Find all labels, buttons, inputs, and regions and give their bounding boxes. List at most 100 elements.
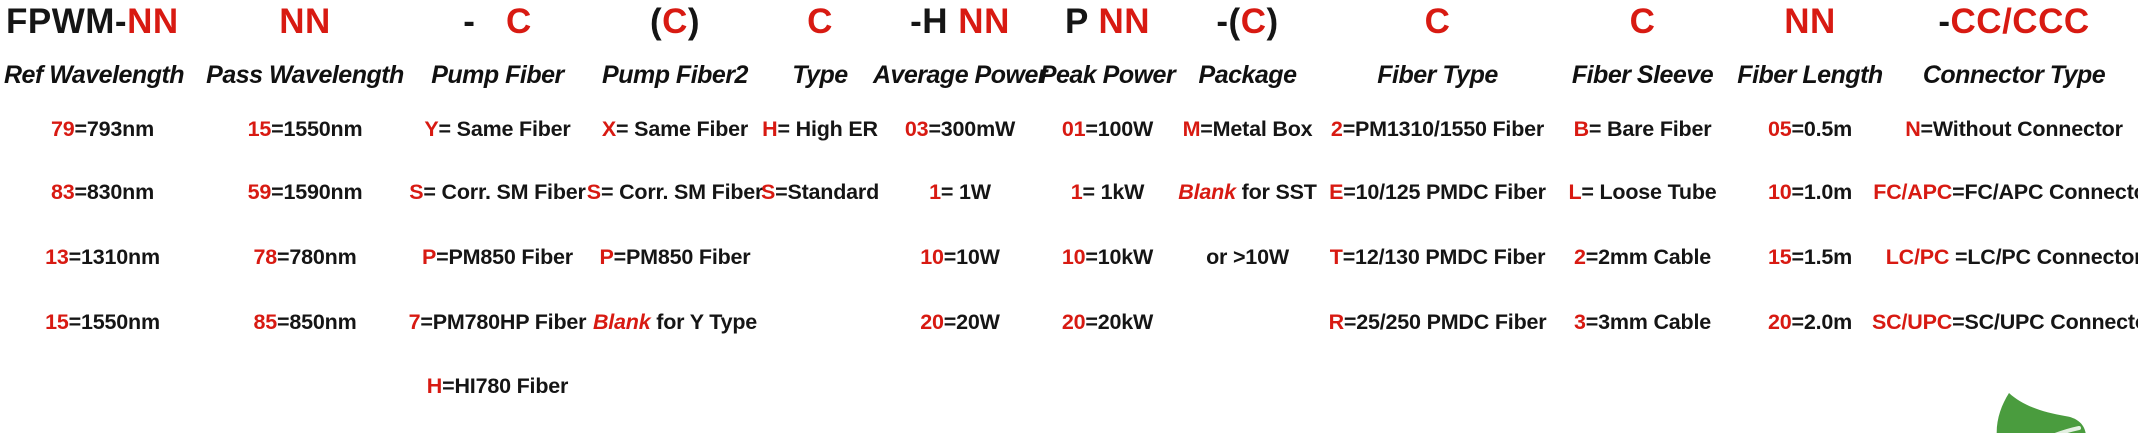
text-token: =PM850 Fiber (436, 245, 573, 269)
value-peak-power-2: 1 = 1kW (1040, 160, 1175, 225)
value-type-1: H = High ER (760, 98, 880, 160)
text-token: = Same Fiber (438, 116, 571, 141)
code-token: 20 (920, 310, 944, 334)
text-token: =2.0m (1791, 310, 1853, 334)
text-token: - (1938, 2, 1951, 41)
value-pump-fiber2-1: X = Same Fiber (590, 98, 760, 160)
value-package-5 (1175, 355, 1320, 417)
code-token: S (409, 180, 424, 204)
code-ref-wavelength: FPWM- NN (0, 0, 205, 52)
text-token: =1310nm (68, 245, 160, 269)
text-token: =3mm Cable (1585, 310, 1712, 334)
code-token: 78 (253, 245, 278, 269)
code-token: 05 (1767, 116, 1792, 141)
value-pump-fiber-4: 7 =PM780HP Fiber (405, 290, 590, 355)
text-token: ) (1266, 2, 1279, 41)
code-token: 59 (247, 180, 272, 204)
text-token: = Bare Fiber (1588, 116, 1712, 141)
text-token: =Without Connector (1920, 116, 2123, 141)
header-pump-fiber2: Pump Fiber2 (602, 60, 748, 89)
text-token: = Loose Tube (1581, 180, 1717, 204)
text-token: =0.5m (1791, 116, 1853, 141)
value-package-3: or >10W (1175, 225, 1320, 290)
code-token: 01 (1061, 116, 1086, 141)
text-token: =1550nm (68, 310, 160, 334)
header-average-power: Average Power (872, 60, 1048, 89)
value-fiber-type-4: R =25/250 PMDC Fiber (1320, 290, 1555, 355)
value-average-power-5 (880, 355, 1040, 417)
part-number-table: FPWM- NN NN - C(C) C -H NN P NN -(C) C C NN - CC/CCC… (0, 0, 2138, 417)
value-fiber-sleeve-1: B = Bare Fiber (1555, 98, 1730, 160)
text-token: =1550nm (271, 116, 363, 141)
text-token: =1590nm (271, 180, 363, 204)
code-token: 10 (1061, 245, 1086, 269)
value-ref-wavelength-2: 83 =830nm (0, 160, 205, 225)
value-average-power-1: 03 =300mW (880, 98, 1040, 160)
code-token: Blank (592, 310, 651, 334)
code-token: R (1328, 310, 1345, 334)
code-token: 15 (1767, 245, 1792, 269)
value-fiber-length-3: 15 =1.5m (1730, 225, 1890, 290)
code-token: L (1568, 180, 1582, 204)
value-pump-fiber2-5 (590, 355, 760, 417)
value-fiber-type-1: 2 =PM1310/1550 Fiber (1320, 98, 1555, 160)
text-token: =20W (943, 310, 1000, 334)
code-token: C (662, 2, 688, 41)
code-fiber-length: NN (1730, 0, 1890, 52)
text-token: =SC/UPC Connector (1952, 310, 2138, 334)
text-token: for Y Type (650, 310, 758, 334)
code-token: 79 (51, 116, 75, 141)
value-pump-fiber2-3: P =PM850 Fiber (590, 225, 760, 290)
code-token: NN (127, 2, 179, 41)
code-token: C (1240, 2, 1267, 41)
value-ref-wavelength-1: 79 =793nm (0, 98, 205, 160)
code-token: 10 (1767, 180, 1792, 204)
text-token: for SST (1235, 180, 1317, 204)
value-pump-fiber2-4: Blank for Y Type (590, 290, 760, 355)
value-type-2: S =Standard (760, 160, 880, 225)
value-peak-power-1: 01 =100W (1040, 98, 1175, 160)
code-token: C (1629, 2, 1656, 41)
text-token: =780nm (277, 245, 357, 269)
code-pump-fiber: - C (405, 0, 590, 52)
text-token: =830nm (74, 180, 155, 204)
value-pump-fiber-5: H =HI780 Fiber (405, 355, 590, 417)
code-token: H (762, 116, 778, 141)
text-token: = 1kW (1082, 180, 1145, 204)
value-fiber-length-1: 05 =0.5m (1730, 98, 1890, 160)
value-average-power-3: 10 =10W (880, 225, 1040, 290)
code-token: P (422, 245, 437, 269)
code-token: LC/PC (1885, 245, 1950, 269)
header-connector-type: Connector Type (1922, 60, 2106, 89)
text-token: =10/125 PMDC Fiber (1343, 180, 1546, 204)
header-pass-wavelength: Pass Wavelength (206, 60, 404, 89)
value-peak-power-3: 10 =10kW (1040, 225, 1175, 290)
code-token: X (601, 116, 617, 141)
value-connector-type-2: FC/APC =FC/APC Connector (1873, 160, 2138, 225)
code-token: T (1329, 245, 1343, 269)
value-pass-wavelength-1: 15 =1550nm (205, 98, 405, 160)
code-package: -(C) (1175, 0, 1320, 52)
text-token: = Corr. SM Fiber (600, 180, 764, 204)
code-token: NN (279, 2, 331, 41)
code-token: M (1182, 116, 1201, 141)
code-token: 2 (1573, 245, 1586, 269)
code-token: S (586, 180, 601, 204)
header-fiber-type: Fiber Type (1377, 60, 1498, 89)
value-peak-power-5 (1040, 355, 1175, 417)
value-fiber-sleeve-2: L = Loose Tube (1555, 160, 1730, 225)
code-pass-wavelength: NN (205, 0, 405, 52)
text-token: = 1W (940, 180, 991, 204)
code-token: NN (1784, 2, 1836, 41)
value-package-1: M =Metal Box (1175, 98, 1320, 160)
code-token: 13 (45, 245, 69, 269)
value-fiber-length-2: 10 =1.0m (1730, 160, 1890, 225)
value-ref-wavelength-5 (0, 355, 205, 417)
text-token: =25/250 PMDC Fiber (1343, 310, 1547, 334)
code-token: B (1573, 116, 1590, 141)
code-token: Y (424, 116, 439, 141)
text-token: =100W (1085, 116, 1154, 141)
value-pass-wavelength-4: 85 =850nm (205, 290, 405, 355)
code-token: 85 (253, 310, 278, 334)
